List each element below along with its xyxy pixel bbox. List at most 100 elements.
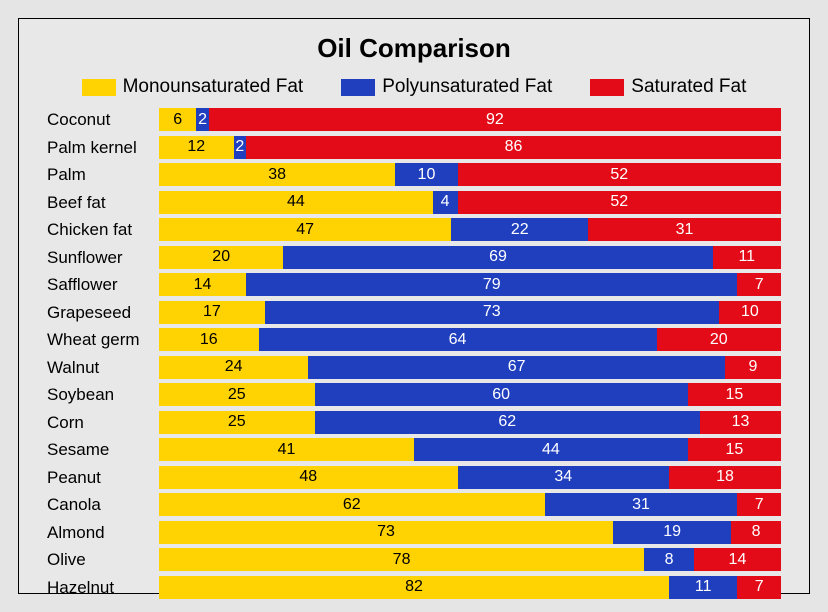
bar-segment-sat: 13	[700, 411, 781, 434]
row-label: Palm	[47, 166, 159, 183]
stacked-bar: 78814	[159, 548, 781, 571]
bar-value: 17	[201, 304, 223, 320]
bar-segment-poly: 4	[433, 191, 458, 214]
bar-segment-mono: 14	[159, 273, 246, 296]
row-label: Beef fat	[47, 194, 159, 211]
bar-segment-poly: 2	[196, 108, 208, 131]
bar-segment-sat: 14	[694, 548, 781, 571]
bar-value: 7	[753, 579, 766, 595]
bar-value: 25	[226, 414, 248, 430]
legend-item-sat: Saturated Fat	[590, 76, 746, 98]
row-label: Hazelnut	[47, 579, 159, 596]
row-label: Sesame	[47, 441, 159, 458]
stacked-bar: 73198	[159, 521, 781, 544]
bar-segment-mono: 17	[159, 301, 265, 324]
row-label: Olive	[47, 551, 159, 568]
bar-segment-sat: 15	[688, 438, 781, 461]
chart-row: Walnut24679	[47, 356, 781, 379]
bar-segment-mono: 25	[159, 383, 315, 406]
bar-value: 20	[708, 332, 730, 348]
chart-row: Hazelnut 82 11 7	[47, 576, 781, 599]
row-label: Sunflower	[47, 249, 159, 266]
bar-value: 4	[439, 194, 452, 210]
row-label: Corn	[47, 414, 159, 431]
bar-value: 11	[693, 579, 714, 595]
bar-segment-sat: 15	[688, 383, 781, 406]
bar-segment-mono: 16	[159, 328, 259, 351]
chart-row: Canola62317	[47, 493, 781, 516]
chart-row: Wheat germ166420	[47, 328, 781, 351]
bar-value: 64	[447, 332, 469, 348]
bar-value: 20	[210, 249, 232, 265]
bar-segment-mono: 6	[159, 108, 196, 131]
bar-value: 22	[509, 222, 531, 238]
stacked-bar: 24679	[159, 356, 781, 379]
stacked-bar: 1479 7	[159, 273, 781, 296]
bar-value: 86	[503, 139, 525, 155]
bar-value: 92	[484, 112, 506, 128]
row-label: Almond	[47, 524, 159, 541]
bar-segment-sat: 10	[719, 301, 781, 324]
bar-value: 9	[747, 359, 760, 375]
bar-value: 38	[266, 167, 288, 183]
bar-segment-poly: 79	[246, 273, 737, 296]
chart-row: Beef fat44452	[47, 191, 781, 214]
bar-segment-poly: 10	[395, 163, 457, 186]
bar-segment-sat: 92	[209, 108, 781, 131]
bar-segment-sat: 20	[657, 328, 781, 351]
legend-swatch-poly	[341, 79, 375, 96]
row-label: Canola	[47, 496, 159, 513]
bar-value: 15	[723, 442, 745, 458]
bar-value: 73	[481, 304, 503, 320]
bar-segment-sat: 18	[669, 466, 781, 489]
row-label: Soybean	[47, 386, 159, 403]
stacked-bar: 12286	[159, 136, 781, 159]
chart-row: Almond73198	[47, 521, 781, 544]
stacked-bar: 17 73 10	[159, 301, 781, 324]
bar-segment-mono: 38	[159, 163, 395, 186]
bar-value: 31	[630, 497, 652, 513]
stacked-bar: 414415	[159, 438, 781, 461]
bar-segment-sat: 7	[737, 273, 781, 296]
chart-title: Oil Comparison	[47, 33, 781, 64]
bar-segment-sat: 31	[588, 218, 781, 241]
bar-value: 24	[223, 359, 245, 375]
stacked-bar: 25 60 15	[159, 383, 781, 406]
legend-item-poly: Polyunsaturated Fat	[341, 76, 552, 98]
bar-value: 82	[403, 579, 425, 595]
chart-row: Sunflower206911	[47, 246, 781, 269]
bar-value: 52	[608, 167, 630, 183]
chart-row: Soybean25 60 15	[47, 383, 781, 406]
bar-value: 44	[540, 442, 562, 458]
stacked-bar: 483418	[159, 466, 781, 489]
bar-value: 18	[714, 469, 736, 485]
row-label: Grapeseed	[47, 304, 159, 321]
bar-value: 62	[496, 414, 518, 430]
bar-value: 60	[490, 387, 512, 403]
bar-value: 10	[739, 304, 761, 320]
bar-segment-mono: 47	[159, 218, 451, 241]
row-label: Peanut	[47, 469, 159, 486]
bar-value: 7	[753, 277, 766, 293]
bar-segment-sat: 8	[731, 521, 781, 544]
bar-segment-mono: 12	[159, 136, 234, 159]
bar-segment-mono: 73	[159, 521, 613, 544]
bar-segment-sat: 52	[458, 163, 781, 186]
stacked-bar: 82 11 7	[159, 576, 781, 599]
stacked-bar: 47 22 31	[159, 218, 781, 241]
chart-row: Grapeseed 17 73 10	[47, 301, 781, 324]
legend-label-sat: Saturated Fat	[631, 76, 746, 98]
bar-segment-poly: 62	[315, 411, 701, 434]
stacked-bar: 206911	[159, 246, 781, 269]
chart-row: Olive78814	[47, 548, 781, 571]
chart-row: Corn 25 62 13	[47, 411, 781, 434]
row-label: Walnut	[47, 359, 159, 376]
bar-segment-mono: 78	[159, 548, 644, 571]
stacked-bar: 62 92	[159, 108, 781, 131]
bar-value: 31	[674, 222, 696, 238]
bar-value: 47	[294, 222, 316, 238]
row-label: Safflower	[47, 276, 159, 293]
bar-segment-mono: 62	[159, 493, 545, 516]
bar-value: 78	[391, 552, 413, 568]
bar-segment-poly: 44	[414, 438, 688, 461]
